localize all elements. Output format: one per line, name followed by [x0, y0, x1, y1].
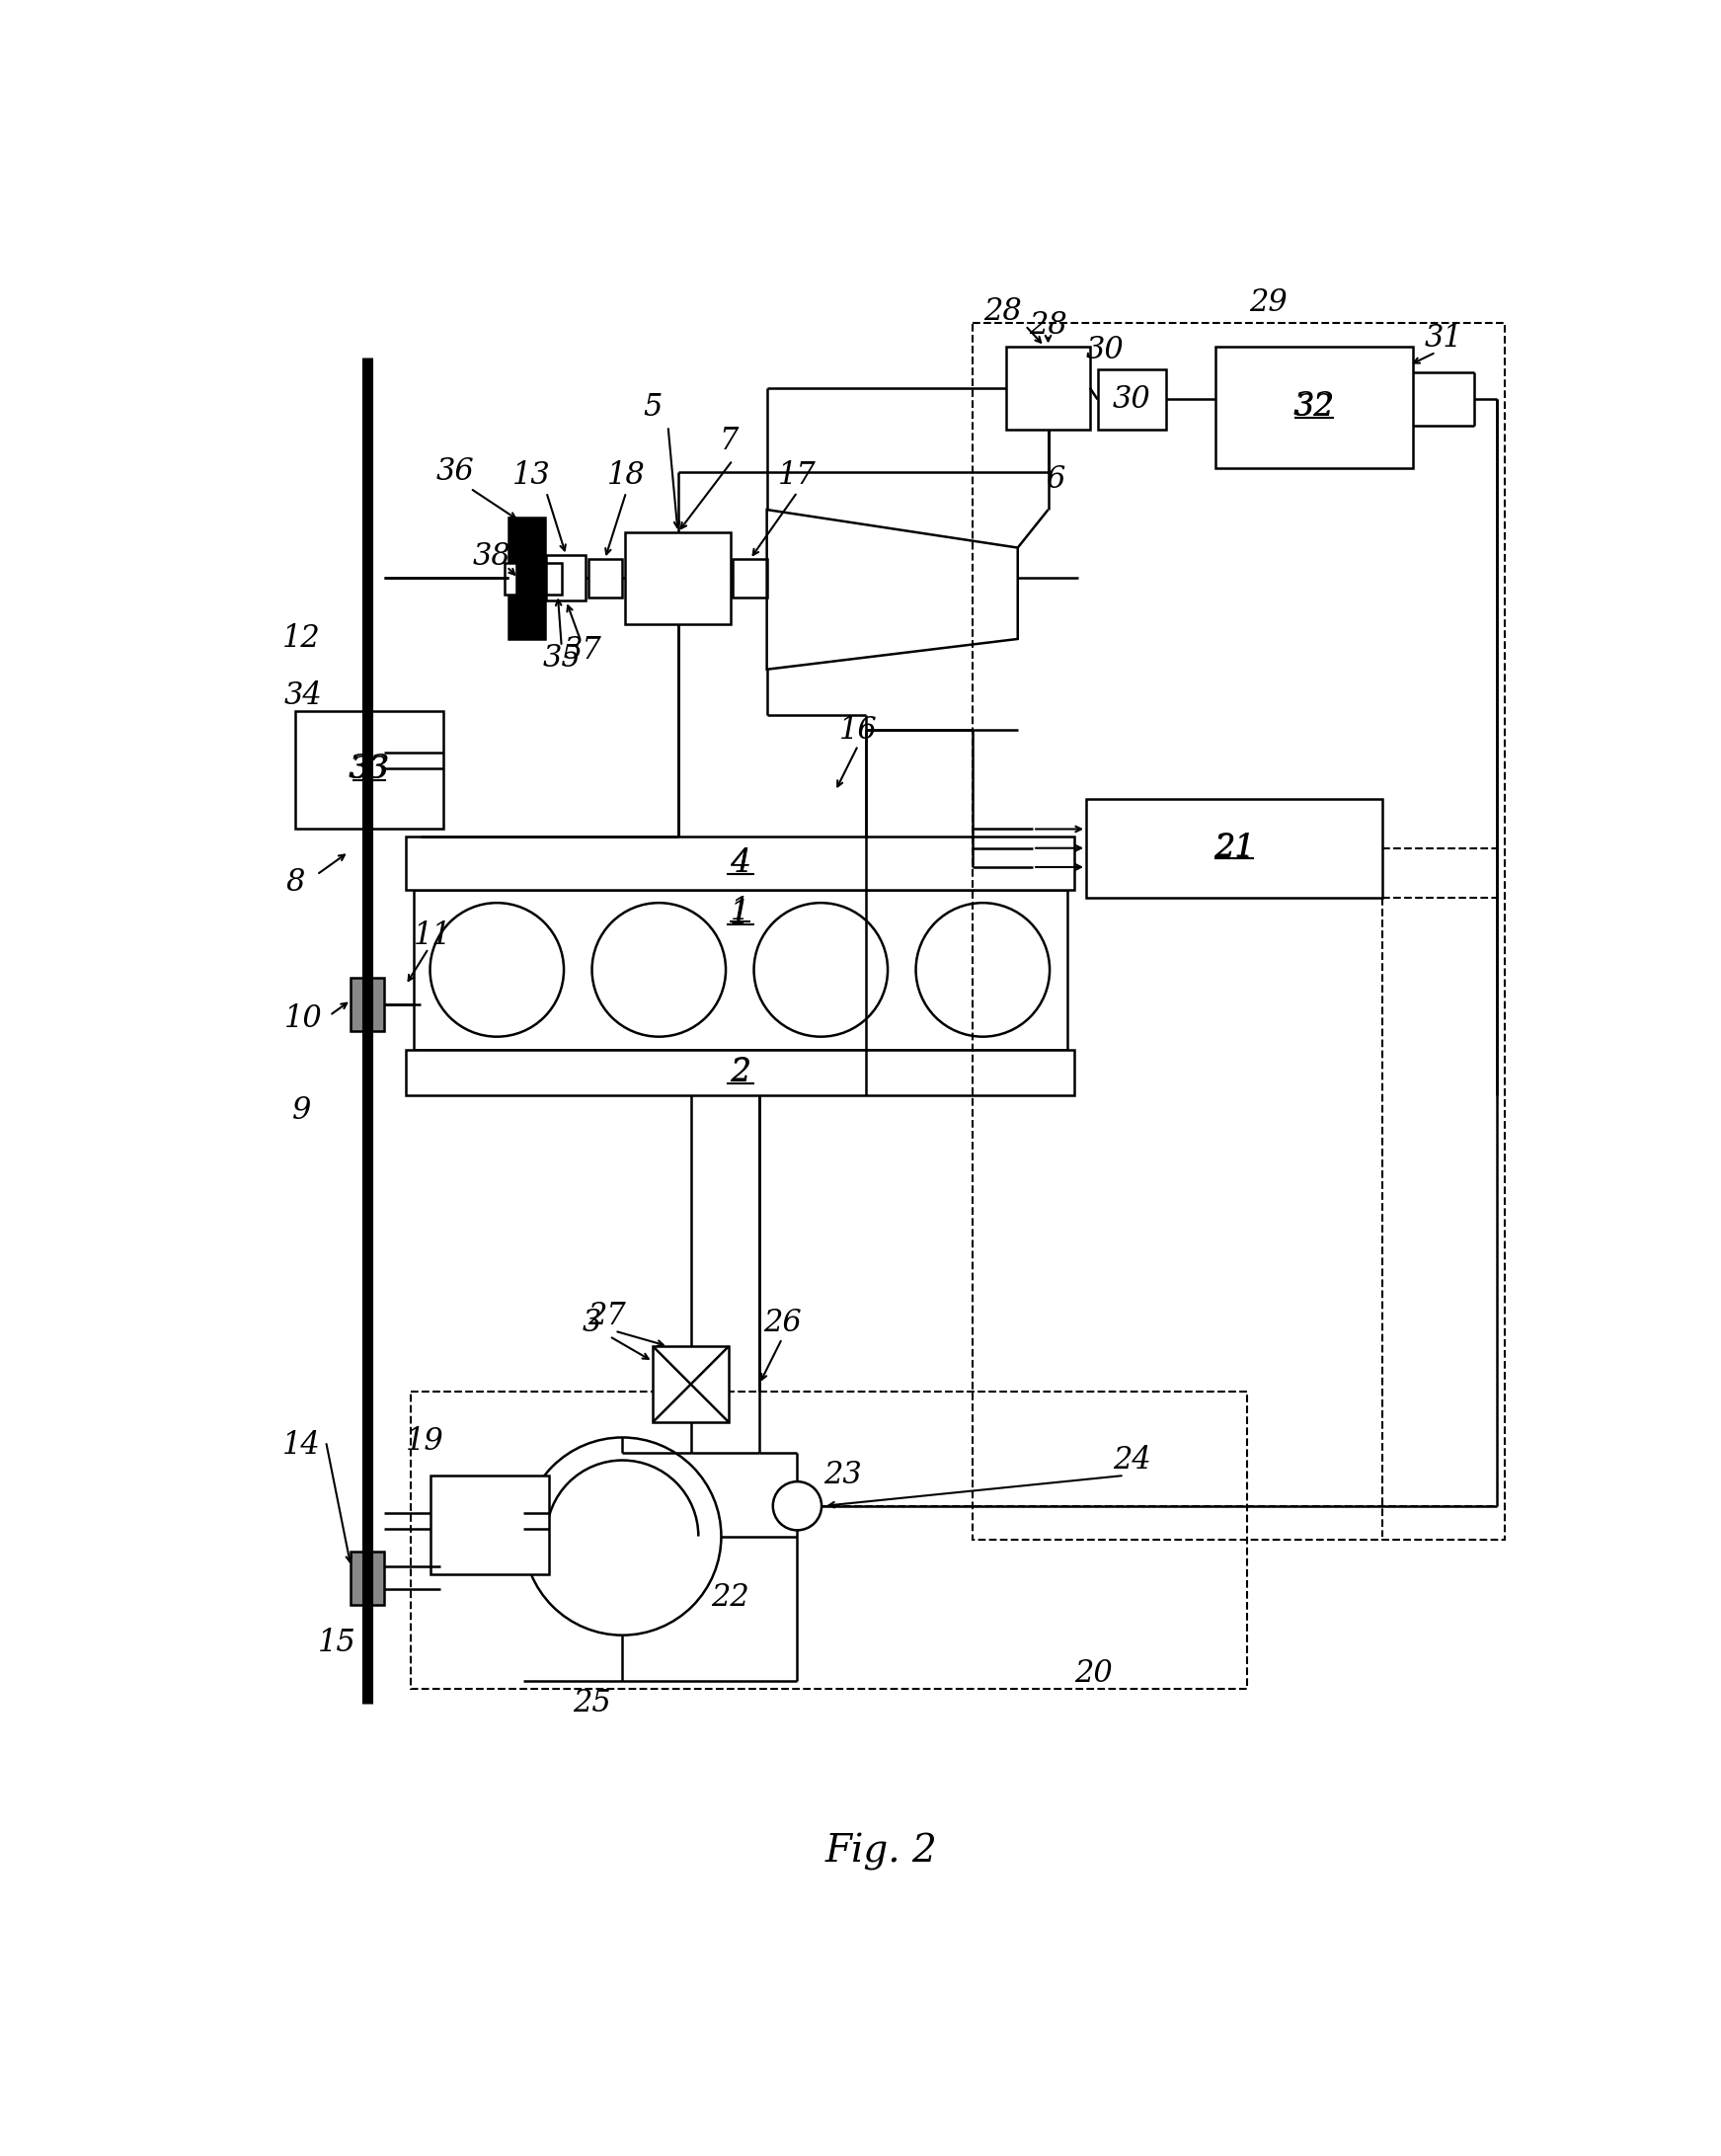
Text: 30: 30: [1086, 334, 1124, 364]
Text: 1: 1: [730, 899, 750, 929]
Text: 22: 22: [711, 1583, 749, 1613]
Text: 2: 2: [731, 1056, 750, 1089]
Text: 7: 7: [719, 427, 738, 457]
Text: 30: 30: [1113, 384, 1151, 414]
Text: 23: 23: [824, 1460, 862, 1490]
Text: 16: 16: [838, 716, 878, 746]
Text: 12: 12: [282, 623, 320, 653]
Bar: [296, 711, 444, 830]
Text: 5: 5: [644, 392, 663, 423]
Bar: [1215, 347, 1413, 468]
Text: 28: 28: [983, 298, 1022, 328]
Text: 32: 32: [1292, 390, 1335, 423]
Circle shape: [773, 1481, 821, 1531]
Bar: [430, 1475, 549, 1574]
Text: 36: 36: [435, 457, 475, 487]
Circle shape: [754, 903, 888, 1037]
Bar: [1086, 798, 1382, 897]
Text: 37: 37: [564, 636, 602, 666]
Text: 26: 26: [762, 1309, 802, 1339]
Text: 35: 35: [542, 642, 580, 673]
Text: 33: 33: [348, 755, 391, 785]
Text: 6: 6: [1046, 464, 1065, 494]
Text: 4: 4: [731, 847, 750, 880]
Text: 31: 31: [1425, 323, 1463, 354]
Text: 20: 20: [1074, 1658, 1113, 1688]
Bar: [406, 837, 1074, 890]
Text: 14: 14: [282, 1429, 320, 1460]
Bar: [546, 563, 561, 595]
Bar: [504, 563, 516, 595]
Bar: [1098, 369, 1165, 429]
Text: 2: 2: [730, 1056, 750, 1089]
Text: 27: 27: [589, 1300, 626, 1330]
Bar: [406, 1050, 1074, 1095]
Text: 24: 24: [1113, 1445, 1151, 1475]
Text: 21: 21: [1213, 832, 1255, 865]
Circle shape: [916, 903, 1050, 1037]
Bar: [351, 977, 384, 1031]
Text: 9: 9: [293, 1095, 312, 1125]
Bar: [351, 1552, 384, 1604]
Text: Fig. 2: Fig. 2: [826, 1833, 938, 1871]
Bar: [652, 1345, 728, 1423]
Bar: [413, 890, 1067, 1050]
Text: 10: 10: [284, 1005, 322, 1035]
Text: 25: 25: [573, 1688, 611, 1718]
Text: 1: 1: [731, 897, 750, 927]
Text: 38: 38: [473, 541, 511, 571]
Text: 18: 18: [608, 459, 645, 492]
Text: 13: 13: [513, 459, 551, 492]
Bar: [411, 1393, 1248, 1688]
Text: 21: 21: [1215, 832, 1253, 862]
Bar: [508, 517, 546, 638]
Text: 34: 34: [284, 681, 322, 711]
Bar: [972, 323, 1504, 1539]
Circle shape: [592, 903, 726, 1037]
Bar: [546, 556, 585, 602]
Bar: [625, 533, 731, 623]
Bar: [589, 558, 623, 597]
Text: 4: 4: [730, 847, 750, 880]
Text: 33: 33: [349, 755, 389, 785]
Text: 32: 32: [1296, 392, 1334, 423]
Bar: [733, 558, 768, 597]
Bar: [1007, 347, 1089, 429]
Text: 8: 8: [286, 867, 305, 897]
Text: 19: 19: [406, 1425, 444, 1457]
Text: 15: 15: [318, 1628, 356, 1658]
Text: 28: 28: [1029, 310, 1067, 341]
Text: 29: 29: [1249, 287, 1287, 319]
Circle shape: [523, 1438, 721, 1634]
Text: 11: 11: [413, 921, 451, 951]
Text: 3: 3: [582, 1309, 602, 1339]
Circle shape: [430, 903, 564, 1037]
Text: 17: 17: [778, 459, 816, 492]
